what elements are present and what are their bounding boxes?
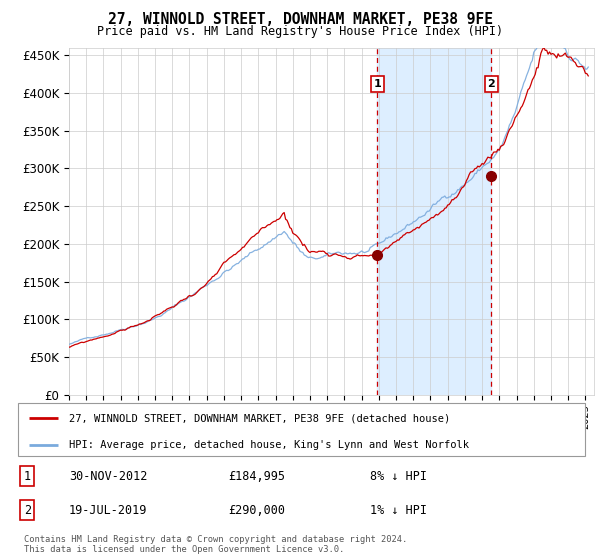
Text: 1: 1 [374,79,381,89]
Text: 27, WINNOLD STREET, DOWNHAM MARKET, PE38 9FE (detached house): 27, WINNOLD STREET, DOWNHAM MARKET, PE38… [69,413,450,423]
Text: 1% ↓ HPI: 1% ↓ HPI [370,504,427,517]
Text: 8% ↓ HPI: 8% ↓ HPI [370,469,427,483]
Text: 27, WINNOLD STREET, DOWNHAM MARKET, PE38 9FE: 27, WINNOLD STREET, DOWNHAM MARKET, PE38… [107,12,493,27]
Text: HPI: Average price, detached house, King's Lynn and West Norfolk: HPI: Average price, detached house, King… [69,440,469,450]
Text: 2: 2 [488,79,496,89]
Text: Contains HM Land Registry data © Crown copyright and database right 2024.
This d: Contains HM Land Registry data © Crown c… [23,535,407,554]
FancyBboxPatch shape [18,403,585,456]
Text: £184,995: £184,995 [228,469,285,483]
Text: 2: 2 [23,504,31,517]
Text: 19-JUL-2019: 19-JUL-2019 [69,504,148,517]
Text: Price paid vs. HM Land Registry's House Price Index (HPI): Price paid vs. HM Land Registry's House … [97,25,503,38]
Text: 1: 1 [23,469,31,483]
Text: £290,000: £290,000 [228,504,285,517]
Bar [377,48,491,395]
Text: 30-NOV-2012: 30-NOV-2012 [69,469,148,483]
